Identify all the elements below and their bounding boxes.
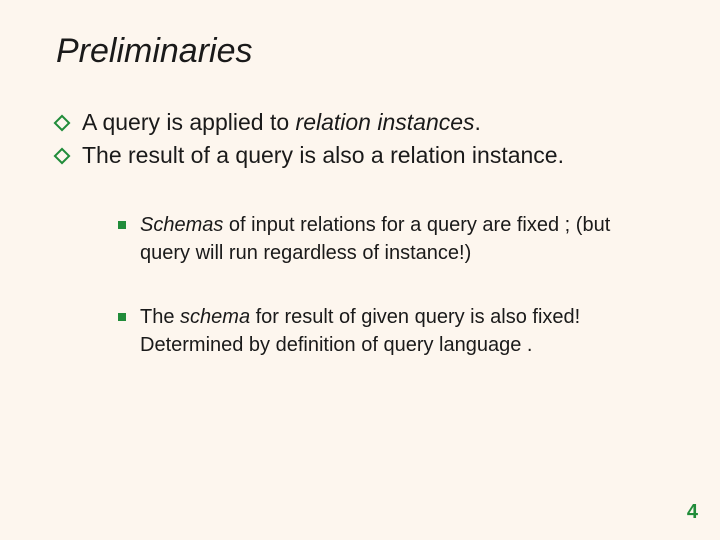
list-item: A query is applied to relation instances… (56, 107, 672, 138)
italic-run: relation instances (296, 109, 475, 135)
list-item-text: Schemas of input relations for a query a… (140, 211, 660, 267)
diamond-bullet-icon (54, 148, 71, 165)
slide-title: Preliminaries (56, 32, 672, 71)
diamond-bullet-icon (54, 115, 71, 132)
list-item: Schemas of input relations for a query a… (118, 211, 672, 267)
text-run: . (475, 109, 481, 135)
square-bullet-icon (118, 221, 126, 229)
text-run: The (140, 306, 180, 328)
list-item-text: A query is applied to relation instances… (82, 107, 672, 138)
list-item: The schema for result of given query is … (118, 303, 672, 359)
bullet-list: A query is applied to relation instances… (56, 107, 672, 171)
italic-run: Schemas (140, 214, 223, 236)
italic-run: schema (180, 306, 250, 328)
list-item: The result of a query is also a relation… (56, 140, 672, 171)
square-bullet-icon (118, 313, 126, 321)
page-number: 4 (687, 501, 698, 524)
list-item-text: The schema for result of given query is … (140, 303, 660, 359)
text-run: A query is applied to (82, 109, 296, 135)
slide: Preliminaries A query is applied to rela… (0, 0, 720, 540)
sub-bullet-list: Schemas of input relations for a query a… (56, 211, 672, 359)
text-run: The result of a query is also a relation… (82, 142, 564, 168)
list-item-text: The result of a query is also a relation… (82, 140, 672, 171)
